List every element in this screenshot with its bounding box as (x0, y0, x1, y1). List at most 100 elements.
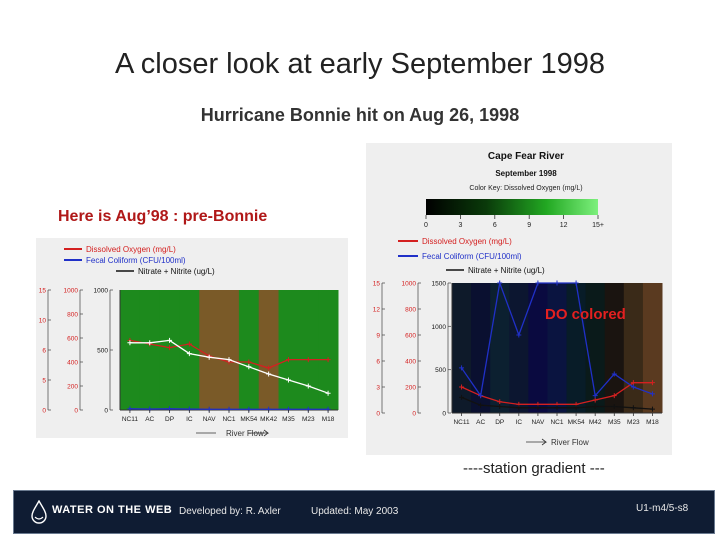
y-tick-label: 1000 (402, 281, 417, 288)
data-point (206, 354, 212, 360)
data-point (266, 371, 272, 377)
x-tick-label: DP (165, 416, 174, 423)
data-point (630, 405, 636, 411)
sept-legend: Dissolved Oxygen (mg/L) Fecal Coliform (… (398, 237, 545, 275)
data-point (573, 405, 579, 411)
do-band-M18 (318, 290, 339, 410)
y-tick-label: 3 (376, 385, 380, 392)
y-tick-label: 6 (376, 359, 380, 366)
do-band-M35 (278, 290, 299, 410)
data-point (266, 365, 272, 371)
color-key-tick-label: 12 (560, 222, 568, 229)
data-point (127, 340, 133, 346)
do-band-MK54 (566, 283, 587, 413)
do-band-AC (139, 290, 161, 410)
sept-xlabel: River Flow (551, 438, 589, 447)
y-tick-label: 800 (67, 312, 78, 319)
do-color-key-ticks: 0 3 6 9 12 15+ (424, 215, 604, 229)
x-tick-label: AC (145, 416, 154, 423)
y-tick-label: 1000 (94, 288, 109, 295)
sept-y-axes: 0 3 6 9 12 15 0 200 400 600 800 1000 0 500 1000 1500 (373, 281, 451, 418)
do-band-M23 (298, 290, 319, 410)
sept-x-ticks: NC11 AC DP IC NAV NC1 MK54 M42 M35 M23 M18 (453, 413, 659, 426)
aug-xlabel: River Flow (226, 429, 264, 438)
y-tick-label: 800 (405, 307, 416, 314)
y-tick-label: 15 (39, 288, 47, 295)
sept-chart-subtitle: September 1998 (495, 169, 557, 178)
data-point (246, 364, 252, 370)
y-tick-label: 9 (376, 333, 380, 340)
station-gradient-label: ----station gradient --- (463, 460, 605, 477)
x-tick-label: M42 (589, 419, 602, 426)
updated-date: Updated: May 2003 (311, 506, 399, 517)
data-point (516, 332, 522, 338)
color-key-tick-label: 9 (527, 222, 531, 229)
aug-series (127, 337, 331, 412)
data-point (325, 357, 331, 363)
aug-do-background (120, 290, 339, 410)
y-tick-label: 400 (405, 359, 416, 366)
x-tick-label: MK54 (240, 416, 257, 423)
x-tick-label: M35 (608, 419, 621, 426)
data-point (573, 280, 579, 286)
color-key-tick-label: 3 (458, 222, 462, 229)
x-tick-label: M23 (627, 419, 640, 426)
do-band-NAV (199, 290, 220, 410)
x-tick-label: IC (186, 416, 193, 423)
aug-label: Here is Aug’98 : pre-Bonnie (58, 208, 268, 225)
data-point (516, 405, 522, 411)
x-tick-label: M18 (322, 416, 335, 423)
y-tick-label: 200 (405, 385, 416, 392)
data-point (186, 341, 192, 347)
legend-label-coliform: Fecal Coliform (CFU/100ml) (422, 252, 522, 261)
sept-chart-panel: Cape Fear River September 1998 Color Key… (366, 143, 672, 455)
y-tick-label: 0 (104, 408, 108, 415)
y-tick-label: 6 (42, 348, 46, 355)
y-tick-label: 600 (405, 333, 416, 340)
do-band-NAV (528, 283, 548, 413)
logo-text[interactable]: WATER ON THE WEB (52, 504, 173, 516)
y-tick-label: 600 (67, 336, 78, 343)
river-flow-arrow-icon (196, 429, 270, 437)
data-point (459, 394, 465, 400)
developed-by: Developed by: R. Axler (179, 506, 281, 517)
do-band-DP (490, 283, 510, 413)
data-point (649, 406, 655, 412)
data-point (535, 280, 541, 286)
data-point (497, 404, 503, 409)
x-tick-label: NC11 (122, 416, 139, 423)
y-tick-label: 12 (373, 307, 381, 314)
do-band-M35 (604, 283, 625, 413)
water-drop-logo-icon (31, 500, 47, 524)
x-tick-label: NC1 (550, 419, 563, 426)
legend-label-coliform: Fecal Coliform (CFU/100ml) (86, 256, 186, 265)
x-tick-label: DP (495, 419, 504, 426)
aug-x-ticks: NC11 AC DP IC NAV NC1 MK54 MK42 M35 M23 M18 (122, 410, 335, 423)
data-point (285, 357, 291, 363)
legend-label-nitrate: Nitrate + Nitrite (ug/L) (138, 267, 215, 276)
sept-series (459, 280, 655, 412)
data-point (459, 384, 465, 390)
legend-label-oxygen: Dissolved Oxygen (mg/L) (86, 245, 176, 254)
y-tick-label: 0 (42, 408, 46, 415)
data-point (649, 391, 655, 397)
y-tick-label: 0 (442, 411, 446, 418)
do-color-key-label: Color Key: Dissolved Oxygen (mg/L) (469, 185, 582, 192)
do-band-M18 (642, 283, 663, 413)
data-point (554, 405, 560, 411)
data-point (285, 377, 291, 383)
do-band-NC1 (547, 283, 568, 413)
x-tick-label: NC11 (453, 419, 470, 426)
do-band-MK54 (238, 290, 260, 410)
y-tick-label: 400 (67, 360, 78, 367)
data-point (611, 371, 617, 377)
data-point (167, 337, 173, 343)
x-tick-label: NAV (531, 419, 545, 426)
data-point (226, 357, 232, 363)
data-point (630, 380, 636, 386)
y-tick-label: 15 (373, 281, 381, 288)
x-tick-label: MK54 (568, 419, 585, 426)
y-tick-label: 5 (42, 378, 46, 385)
slide-title: A closer look at early September 1998 (114, 48, 606, 80)
slide-code: U1-m4/5-s8 (636, 503, 689, 514)
